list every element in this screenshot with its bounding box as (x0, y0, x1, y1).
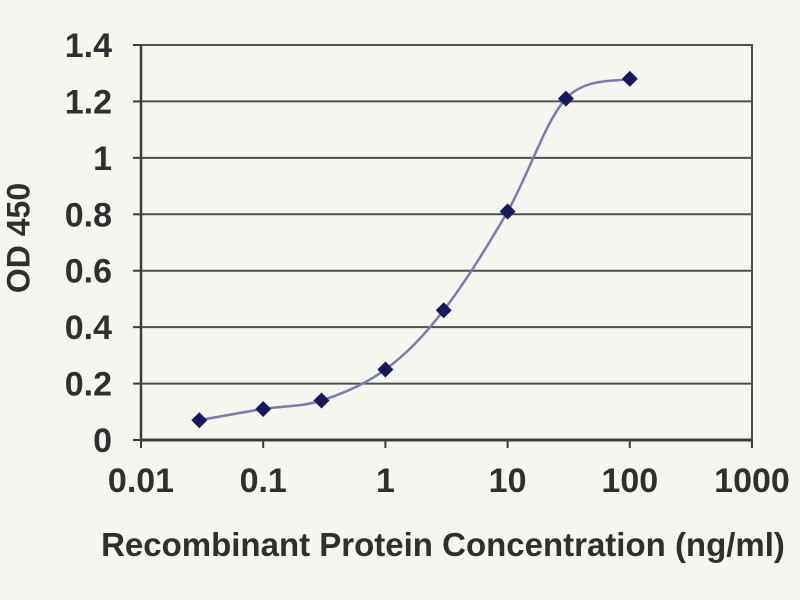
data-point-marker (255, 400, 272, 417)
plot-border (140, 44, 753, 441)
data-point-marker (191, 412, 208, 429)
y-tick-label: 1.2 (65, 83, 112, 121)
y-tick-label: 0.6 (65, 253, 112, 291)
x-tick-label: 0.01 (108, 462, 174, 500)
data-point-marker (377, 361, 394, 378)
data-point-marker (435, 302, 452, 319)
x-tick-label: 1 (376, 462, 395, 500)
data-point-marker (313, 392, 330, 409)
data-point-marker (499, 203, 516, 220)
y-tick-label: 0.8 (65, 196, 112, 234)
y-tick-label: 1 (93, 140, 112, 178)
y-tick-label: 1.4 (65, 27, 112, 65)
x-tick-label: 0.1 (240, 462, 287, 500)
y-tick-label: 0.2 (65, 366, 112, 404)
x-tick-label: 100 (601, 462, 658, 500)
y-axis-title: OD 450 (0, 182, 37, 294)
data-point-marker (621, 70, 638, 87)
y-tick-label: 0.4 (65, 309, 112, 347)
data-line (199, 77, 631, 422)
y-tick-label: 0 (93, 422, 112, 460)
x-tick-label: 10 (489, 462, 527, 500)
x-axis-title: Recombinant Protein Concentration (ng/ml… (101, 526, 785, 563)
data-point-marker (557, 90, 574, 107)
x-tick-label: 1000 (714, 462, 790, 500)
